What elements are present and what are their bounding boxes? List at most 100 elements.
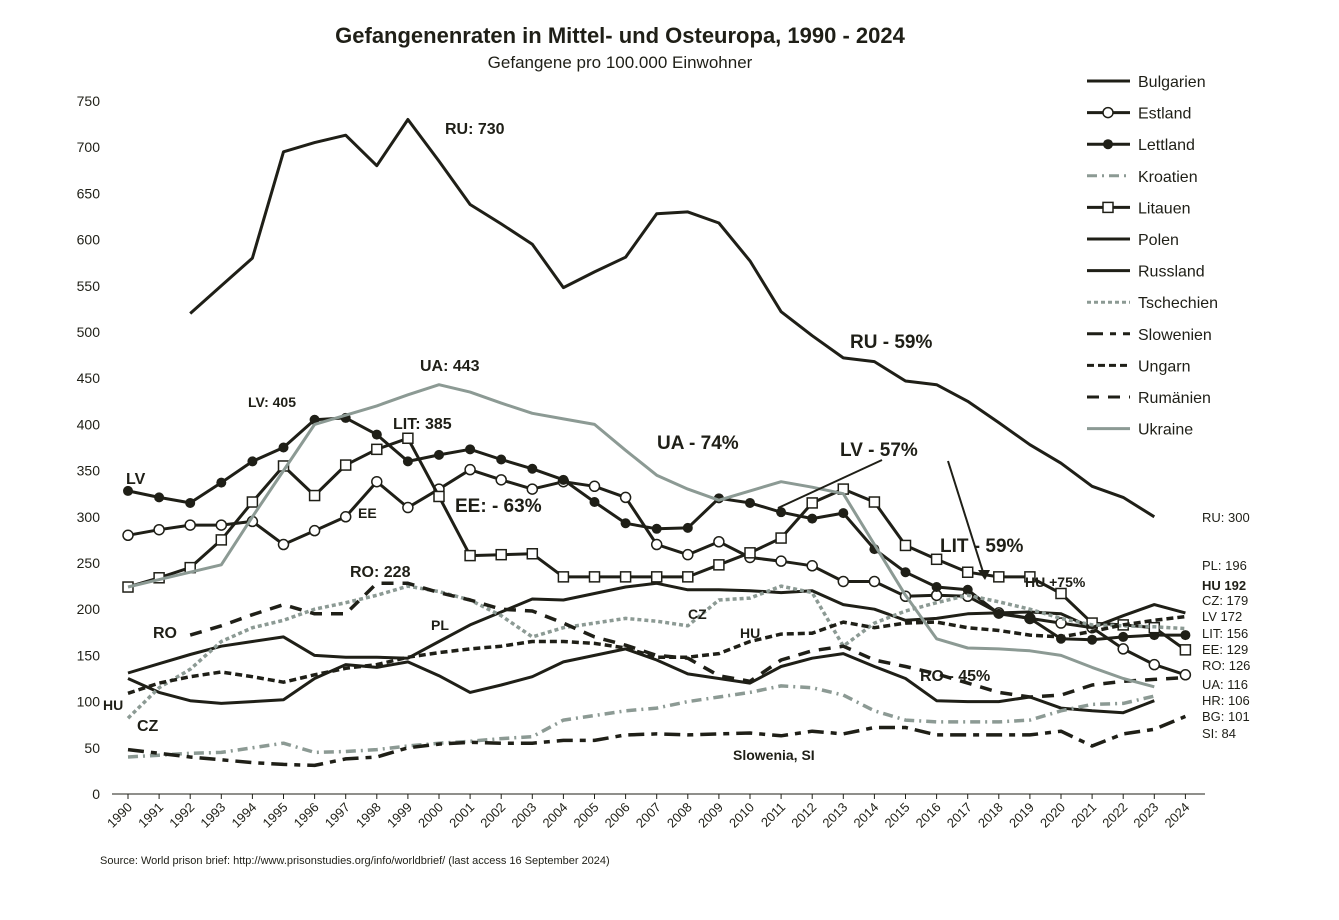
data-point [619,491,632,504]
data-point [930,553,943,566]
legend-label: Bulgarien [1138,74,1206,91]
data-point [651,523,662,534]
data-point [278,442,289,453]
series-rumänien [189,581,1186,699]
end-value-label: HR: 106 [1202,693,1250,708]
data-point [682,548,694,561]
x-tick-label: 2001 [446,800,477,831]
data-point [807,513,818,524]
x-tick-label: 2013 [819,800,850,831]
chart-subtitle: Gefangene pro 100.000 Einwohner [488,53,753,72]
annotation-hu-tag: HU [740,625,760,641]
lit-arrowhead [978,570,990,580]
x-tick-label: 1999 [384,800,415,831]
annotation-lit-change: LIT - 59% [940,536,1024,557]
data-point [1148,658,1161,671]
data-point [620,518,631,529]
data-point [962,584,973,595]
y-tick-label: 150 [77,647,101,663]
data-point [837,575,850,588]
y-tick-label: 600 [77,232,101,248]
annotation-hu-left: HU [103,697,123,713]
legend-label: Ungarn [1138,358,1190,375]
data-point [247,456,258,467]
end-value-label: RO: 126 [1202,658,1250,673]
series-line [127,714,1187,768]
y-tick-label: 400 [77,416,101,432]
x-tick-label: 1992 [166,800,197,831]
lit-arrow [947,460,984,573]
data-point [402,432,414,445]
end-value-label: HU 192 [1202,578,1246,593]
y-tick-label: 450 [77,370,101,386]
data-point [1102,201,1114,214]
data-point [496,454,507,465]
annotation-ru-peak: RU: 730 [445,121,505,138]
x-tick-label: 2012 [788,800,819,831]
data-point [961,566,974,578]
x-tick-label: 2010 [726,800,757,831]
data-point [526,548,539,560]
end-value-label: LIT: 156 [1202,626,1248,641]
data-point [588,571,601,583]
x-tick-label: 2011 [758,800,788,830]
legend-item: Bulgarien [1087,74,1206,91]
data-point [682,522,693,533]
data-point [838,508,849,519]
end-value-label: LV 172 [1202,609,1242,624]
annotation-ua-peak: UA: 443 [420,358,480,375]
x-tick-label: 1994 [228,800,259,831]
y-tick-label: 350 [77,463,101,479]
data-point [650,571,663,583]
y-tick-label: 700 [77,139,101,155]
data-point [775,555,787,567]
series-kroatien [127,684,1155,759]
data-point [246,496,259,508]
data-point [154,492,165,503]
end-value-label: SI: 84 [1202,726,1236,741]
annotation-ua-change: UA - 74% [657,433,739,454]
legend-item: Ukraine [1087,422,1193,439]
data-point [402,501,414,514]
x-tick-label: 2022 [1099,800,1130,831]
data-point [619,571,632,583]
data-point [650,538,663,551]
x-tick-label: 2005 [571,800,602,831]
x-tick-label: 2009 [695,800,726,831]
data-point [1103,139,1113,150]
legend-label: Rumänien [1138,390,1211,407]
y-tick-label: 750 [77,93,101,109]
chart-title: Gefangenenraten in Mittel- und Osteuropa… [335,23,905,48]
data-point [868,496,881,508]
data-point [122,529,134,542]
y-tick-label: 200 [77,601,101,617]
y-tick-label: 50 [84,740,100,756]
data-point [588,480,601,493]
data-point [526,483,539,495]
annotation-lv-change: LV - 57% [840,440,918,461]
data-point [153,523,165,536]
data-point [464,463,476,476]
series-line [189,118,1156,519]
x-tick-label: 1995 [260,800,291,831]
legend-label: Polen [1138,232,1179,249]
data-point [339,511,352,523]
data-point [308,524,321,537]
data-point [1087,634,1098,645]
annotation-hu-change: HU +75% [1025,574,1086,590]
legend-label: Estland [1138,106,1191,123]
data-point [745,497,755,508]
annotation-pl-tag: PL [431,617,449,633]
x-tick-label: 1997 [322,800,353,831]
legend-item: Ungarn [1087,358,1190,375]
data-point [1180,630,1191,641]
data-point [744,547,756,559]
annotation-ee-tag: EE [358,505,377,521]
x-tick-label: 2024 [1161,800,1192,831]
series-ungarn [127,614,1186,695]
x-tick-label: 2014 [850,800,881,831]
annotation-ee-change: EE: - 63% [455,496,542,517]
x-tick-label: 2020 [1037,800,1068,831]
data-point [277,538,290,551]
